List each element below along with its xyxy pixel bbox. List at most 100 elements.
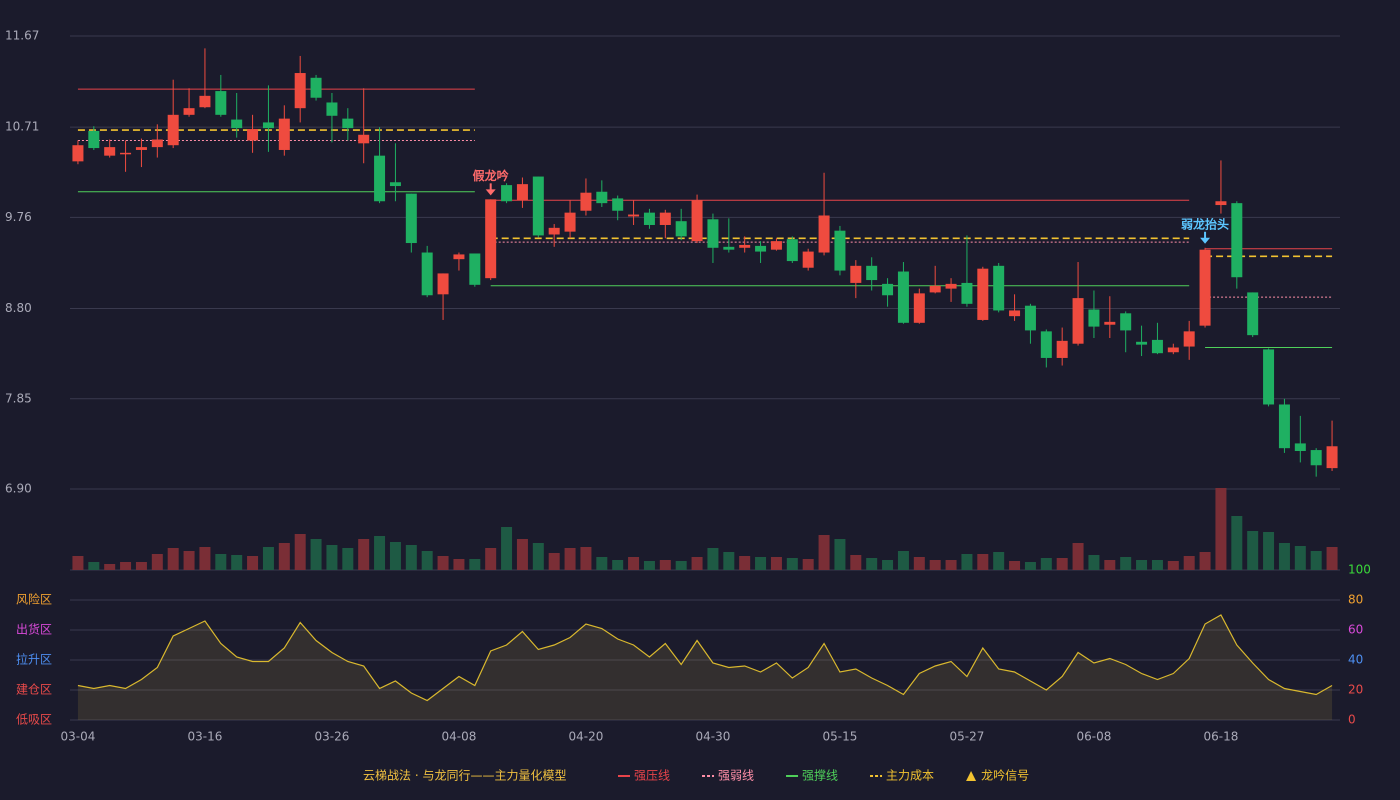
volume-bar bbox=[453, 559, 465, 570]
candle-body bbox=[1278, 404, 1290, 449]
candle-body bbox=[1326, 446, 1338, 469]
candle-body bbox=[501, 185, 513, 202]
volume-bar bbox=[897, 551, 909, 570]
volume-bar bbox=[294, 534, 306, 570]
volume-bar bbox=[374, 536, 386, 570]
volume-bar bbox=[88, 562, 100, 570]
volume-bar bbox=[1151, 560, 1163, 570]
candle-body bbox=[913, 293, 925, 323]
candle-body bbox=[1056, 340, 1068, 358]
volume-bar bbox=[1310, 551, 1322, 570]
volume-bar bbox=[342, 548, 354, 570]
volume-bar bbox=[1072, 543, 1084, 570]
candle-body bbox=[1151, 339, 1163, 354]
volume-bar bbox=[501, 527, 513, 570]
volume-bar bbox=[564, 548, 576, 570]
candle-body bbox=[183, 108, 195, 115]
candle-body bbox=[1183, 331, 1195, 347]
volume-bar bbox=[612, 560, 624, 570]
candle-body bbox=[707, 219, 719, 248]
candle-body bbox=[850, 265, 862, 283]
candle-body bbox=[961, 282, 973, 304]
candle-body bbox=[1231, 203, 1243, 278]
candle-body bbox=[596, 191, 608, 204]
candle-body bbox=[485, 199, 497, 279]
candle-body bbox=[151, 139, 163, 148]
zone-label: 拉升区 bbox=[16, 652, 52, 667]
x-tick-label: 06-18 bbox=[1204, 730, 1239, 744]
candle-body bbox=[88, 130, 100, 149]
candle-body bbox=[786, 239, 798, 262]
y-tick-label: 10.71 bbox=[5, 120, 39, 134]
volume-bar bbox=[659, 560, 671, 570]
legend-label: 强弱线 bbox=[718, 769, 754, 783]
volume-bar bbox=[183, 551, 195, 570]
candle-body bbox=[342, 118, 354, 129]
candle-body bbox=[278, 118, 290, 150]
candle-body bbox=[993, 265, 1005, 311]
candle-body bbox=[564, 212, 576, 232]
volume-bar bbox=[691, 557, 703, 570]
legend-symbol bbox=[966, 771, 977, 781]
indicator-tick-label: 100 bbox=[1348, 563, 1371, 577]
candle-body bbox=[929, 285, 941, 293]
volume-bar bbox=[389, 542, 401, 570]
candle-body bbox=[675, 221, 687, 237]
candle-body bbox=[453, 254, 465, 260]
volume-bar bbox=[104, 564, 116, 570]
volume-bar bbox=[1088, 555, 1100, 570]
volume-bar bbox=[326, 545, 338, 570]
volume-bar bbox=[866, 558, 878, 570]
volume-bar bbox=[786, 558, 798, 570]
volume-bar bbox=[1247, 531, 1259, 570]
candle-body bbox=[1072, 298, 1084, 344]
candle-body bbox=[326, 102, 338, 116]
candle-body bbox=[215, 91, 227, 115]
candle-body bbox=[231, 119, 243, 129]
volume-bar bbox=[834, 539, 846, 570]
volume-bar bbox=[358, 539, 370, 570]
volume-bar bbox=[723, 552, 735, 570]
candle-body bbox=[897, 271, 909, 323]
volume-bar bbox=[770, 557, 782, 570]
candle-body bbox=[358, 134, 370, 144]
x-tick-label: 03-16 bbox=[188, 730, 223, 744]
volume-bar bbox=[1056, 558, 1068, 570]
zone-label: 出货区 bbox=[16, 622, 52, 637]
candle-body bbox=[659, 212, 671, 225]
volume-bar bbox=[739, 556, 751, 570]
volume-bar bbox=[1024, 562, 1036, 570]
volume-bar bbox=[675, 561, 687, 570]
candle-body bbox=[1040, 331, 1052, 358]
candle-body bbox=[294, 73, 306, 109]
volume-bar bbox=[1231, 516, 1243, 570]
zone-label: 风险区 bbox=[16, 592, 52, 607]
candle-body bbox=[580, 192, 592, 211]
candle-body bbox=[628, 214, 640, 217]
candle-body bbox=[310, 77, 322, 98]
y-tick-label: 7.85 bbox=[5, 391, 32, 405]
candle-body bbox=[977, 268, 989, 320]
y-tick-label: 9.76 bbox=[5, 210, 32, 224]
candle-body bbox=[262, 122, 274, 129]
x-tick-label: 04-20 bbox=[569, 730, 604, 744]
candle-body bbox=[612, 198, 624, 211]
signal-label: 假龙吟 bbox=[473, 168, 509, 183]
volume-bar bbox=[929, 560, 941, 570]
candle-body bbox=[1009, 310, 1021, 317]
volume-bar bbox=[1104, 560, 1116, 570]
legend-label: 主力成本 bbox=[886, 769, 934, 783]
legend-label: 强撑线 bbox=[802, 768, 838, 783]
y-tick-label: 8.80 bbox=[5, 301, 32, 315]
signal-arrow-head bbox=[485, 189, 496, 196]
indicator-tick-label: 20 bbox=[1348, 683, 1363, 697]
volume-bar bbox=[151, 554, 163, 570]
volume-bar bbox=[231, 555, 243, 570]
volume-bar bbox=[643, 561, 655, 570]
volume-bar bbox=[580, 547, 592, 570]
candle-body bbox=[1247, 292, 1259, 336]
y-tick-label: 6.90 bbox=[5, 482, 32, 496]
volume-bar bbox=[1199, 552, 1211, 570]
candle-body bbox=[1310, 450, 1322, 466]
volume-bar bbox=[1294, 546, 1306, 570]
